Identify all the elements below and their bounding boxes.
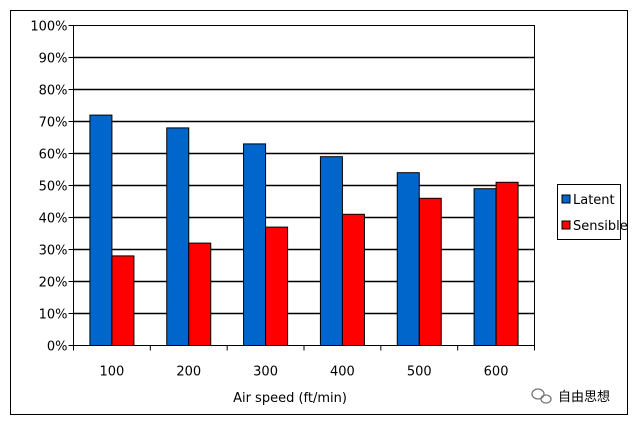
y-tick-label: 70% [39,116,68,131]
grid-lines [73,56,535,315]
y-tick-label: 100% [30,20,67,35]
x-tick-label: 300 [253,365,278,380]
legend-box [557,184,621,240]
bars [89,114,519,347]
wechat-like-icon [531,388,552,404]
y-tick-label: 80% [39,84,68,99]
y-tick-label: 30% [39,244,68,259]
x-tick-label: 200 [176,365,201,380]
y-tick-label: 20% [39,276,68,291]
bar-latent [396,172,420,346]
x-tick-label: 500 [407,365,432,380]
x-tick-labels: 100 200 300 400 500 600 [73,345,535,380]
watermark: 自由思想 [531,388,610,405]
x-tick-label: 600 [484,365,509,380]
legend-label-sensible: Sensible [573,219,628,234]
bar-latent [473,188,497,346]
watermark-text: 自由思想 [558,389,610,405]
bar-sensible [265,226,289,347]
bar-sensible [111,255,135,346]
x-tick-label: 100 [100,365,125,380]
bar-sensible [188,242,212,347]
y-tick-label: 50% [39,180,68,195]
y-tick-labels: 0% 10% 20% 30% 40% 50% 60% 70% 80% 90% 100% [30,20,74,355]
bar-latent [319,156,343,346]
legend-swatch-sensible [561,220,571,230]
y-tick-label: 40% [39,212,68,227]
legend-swatch-latent [561,194,571,204]
bar-sensible [495,181,519,346]
legend: Latent Sensible [557,184,628,240]
x-tick-label: 400 [330,365,355,380]
bar-sensible [418,197,442,346]
y-tick-label: 90% [39,52,68,67]
y-tick-label: 10% [39,308,68,323]
bar-sensible [341,213,365,346]
bar-latent [243,143,267,346]
y-tick-label: 60% [39,148,68,163]
x-axis-title: Air speed (ft/min) [233,391,347,406]
bar-latent [89,114,113,346]
legend-label-latent: Latent [573,193,615,208]
bar-latent [166,127,190,347]
y-tick-label: 0% [47,340,68,355]
